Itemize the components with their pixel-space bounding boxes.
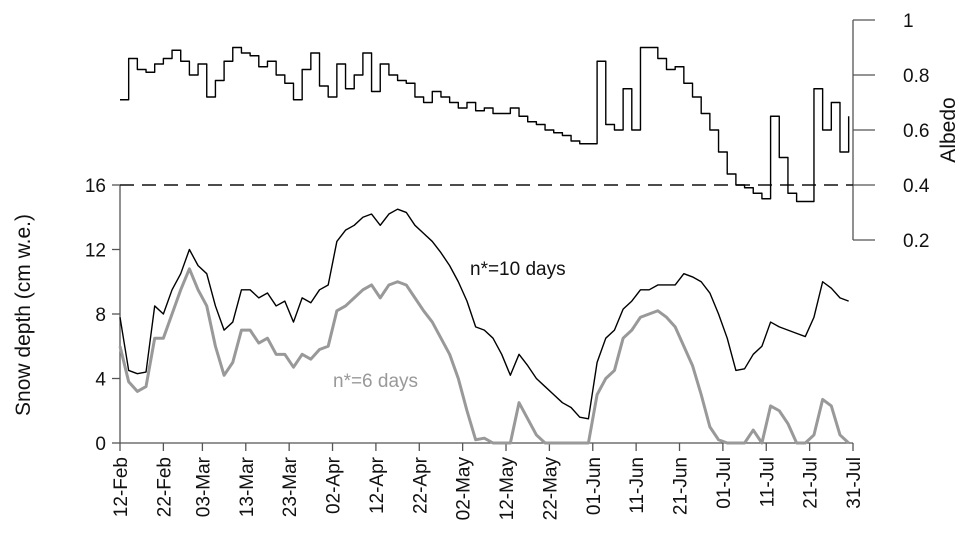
x-tick-label: 22-May <box>540 457 561 521</box>
series-line <box>120 46 850 203</box>
y2-tick-label: 0.6 <box>903 121 929 142</box>
y2-tick-label: 0.8 <box>903 66 929 87</box>
x-tick-label: 02-Apr <box>324 456 345 514</box>
x-tick-label: 23-Mar <box>280 456 301 517</box>
y-tick-label: 0 <box>95 434 106 455</box>
x-tick-label: 12-Feb <box>111 457 132 517</box>
y-tick-label: 12 <box>85 241 106 262</box>
x-tick-label: 12-Apr <box>367 456 388 514</box>
y-tick-label: 8 <box>95 305 106 326</box>
annotation: n*=6 days <box>333 371 418 392</box>
x-tick-label: 22-Feb <box>154 457 175 517</box>
x-tick-label: 13-Mar <box>237 456 258 517</box>
series-line <box>119 208 849 420</box>
x-tick-label: 11-Jun <box>627 457 648 514</box>
x-tick-label: 31-Jul <box>844 457 865 509</box>
series-line <box>118 267 850 445</box>
y2-axis-label: Albedo <box>937 97 960 162</box>
y-tick-label: 4 <box>95 370 106 391</box>
x-tick-label: 01-Jun <box>584 457 605 515</box>
y2-tick-label: 0.2 <box>903 231 929 252</box>
y-tick-label: 16 <box>85 176 106 197</box>
x-tick-label: 01-Jul <box>714 457 735 509</box>
y2-tick-label: 0.4 <box>903 176 930 197</box>
x-tick-label: 21-Jul <box>801 457 822 509</box>
x-tick-label: 03-Mar <box>193 456 214 517</box>
annotation: n*=10 days <box>470 259 566 280</box>
x-tick-label: 22-Apr <box>410 456 431 514</box>
x-tick-label: 02-May <box>454 457 475 521</box>
x-tick-label: 21-Jun <box>671 457 692 515</box>
y-axis-label: Snow depth (cm w.e.) <box>12 214 35 416</box>
x-tick-label: 12-May <box>497 457 518 521</box>
x-tick-label: 11-Jul <box>757 457 778 507</box>
y2-tick-label: 1 <box>903 11 914 32</box>
